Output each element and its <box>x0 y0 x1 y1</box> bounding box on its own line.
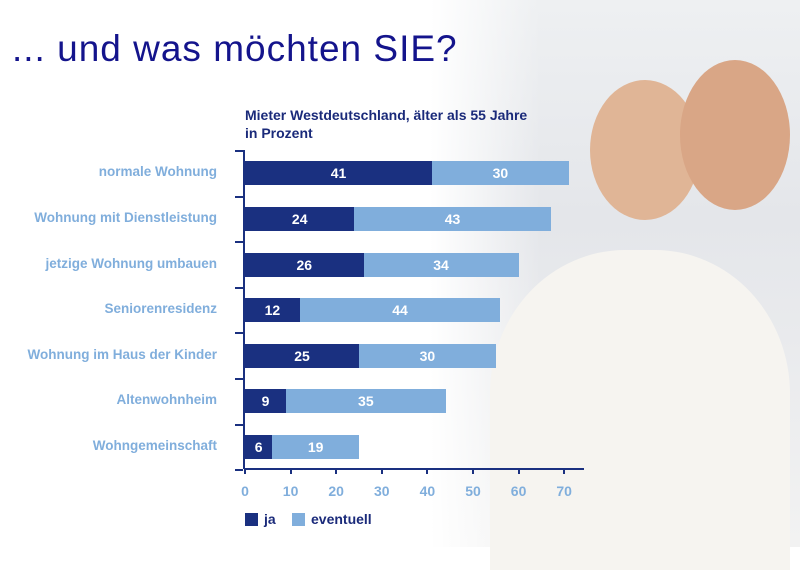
legend-label-ja: ja <box>264 511 276 527</box>
x-axis-tick <box>380 469 383 475</box>
category-label: Seniorenresidenz <box>104 301 217 317</box>
category-label: jetzige Wohnung umbauen <box>45 255 218 271</box>
legend-swatch-ja <box>245 513 258 526</box>
x-axis-tick <box>563 469 566 475</box>
chart-subtitle: in Prozent <box>245 125 313 141</box>
bar-eventuell: 35 <box>286 389 446 414</box>
bar-eventuell: 43 <box>354 206 551 231</box>
bar-eventuell: 30 <box>431 161 569 186</box>
bar-eventuell: 19 <box>272 434 359 459</box>
x-axis-line <box>245 468 585 471</box>
y-axis-line <box>243 150 245 470</box>
x-axis-tick <box>426 469 429 475</box>
x-tick-label: 0 <box>241 483 249 499</box>
category-label: normale Wohnung <box>98 164 217 180</box>
bar-ja: 12 <box>245 298 300 323</box>
category-label: Altenwohnheim <box>116 392 218 408</box>
x-axis-tick <box>244 469 246 475</box>
y-axis-tick <box>235 241 243 244</box>
x-tick-label: 70 <box>556 483 572 499</box>
bar-ja: 25 <box>245 343 359 368</box>
y-axis-tick <box>235 378 243 380</box>
y-axis-tick <box>235 332 243 335</box>
bar-eventuell: 44 <box>299 298 501 323</box>
page-title: ... und was möchten SIE? <box>12 28 458 69</box>
category-label: Wohnung mit Dienstleistung <box>34 209 217 225</box>
y-axis-tick <box>235 423 243 426</box>
bar-eventuell: 30 <box>359 343 496 368</box>
chart-title-text: Mieter Westdeutschland, älter als 55 Jah… <box>245 107 528 123</box>
y-axis-tick <box>235 286 243 289</box>
x-tick-label: 40 <box>419 483 436 499</box>
x-tick-label: 50 <box>465 483 481 499</box>
bar-ja: 24 <box>245 206 355 231</box>
x-axis-tick <box>517 469 520 475</box>
clothing <box>490 250 790 570</box>
x-axis-tick <box>335 469 338 475</box>
x-tick-label: 20 <box>328 483 344 499</box>
man-face <box>680 60 790 210</box>
x-tick-label: 30 <box>374 483 390 499</box>
bar-ja: 41 <box>245 161 432 186</box>
x-tick-label: 60 <box>510 483 527 499</box>
y-axis-tick <box>235 195 243 198</box>
y-axis-tick <box>235 150 243 152</box>
category-label: Wohnung im Haus der Kinder <box>27 346 217 362</box>
background-photo-senior-couple <box>430 0 800 570</box>
category-label: Wohngemeinschaft <box>92 437 217 453</box>
bar-ja: 6 <box>245 434 273 459</box>
x-axis-tick <box>289 469 292 475</box>
bar-eventuell: 34 <box>363 252 519 277</box>
legend-swatch-eventuell <box>292 513 305 526</box>
bar-ja: 9 <box>245 389 287 414</box>
x-tick-label: 10 <box>282 483 299 499</box>
x-axis-tick <box>472 469 474 475</box>
bar-ja: 26 <box>245 252 364 277</box>
legend-label-eventuell: eventuell <box>311 511 372 527</box>
chart-title: Mieter Westdeutschland, älter als 55 Jah… <box>245 106 527 142</box>
y-axis-tick <box>235 469 243 472</box>
